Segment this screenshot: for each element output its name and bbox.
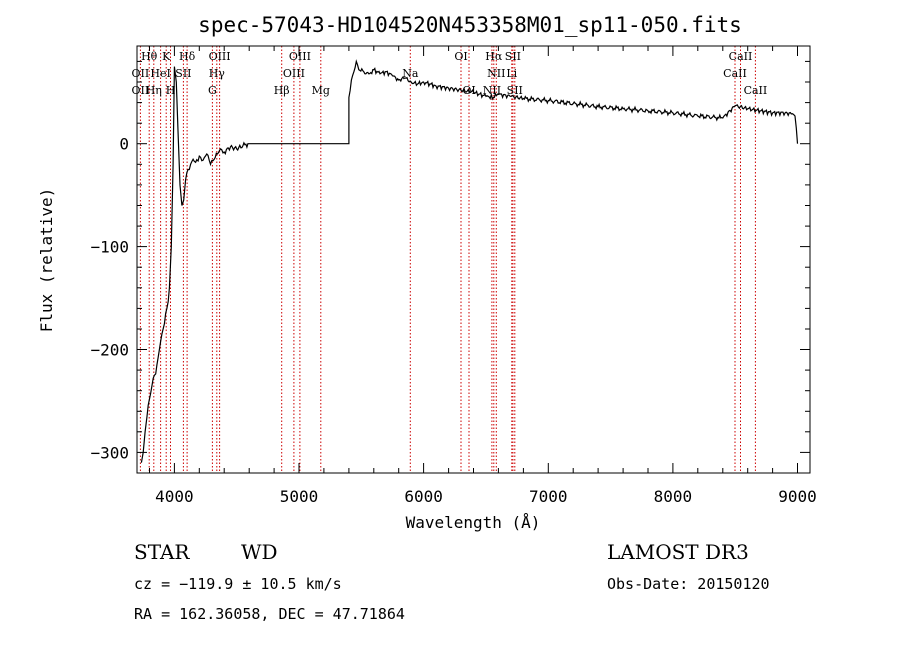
line-label-8: CaII [729,50,753,63]
x-tick-label: 9000 [778,487,817,506]
line-label-20: H [166,84,176,97]
object-class: STAR [134,540,190,564]
line-markers [139,46,756,473]
line-label-17: CaII [723,67,747,80]
line-label-7: SII [505,50,521,63]
y-axis-label: Flux (relative) [37,188,56,333]
line-label-0: Hθ [141,50,158,63]
x-tick-label: 7000 [529,487,568,506]
line-label-26: SII [507,84,523,97]
y-tick-label: −300 [90,443,129,462]
y-tick-label: −100 [90,238,129,257]
line-label-11: SII [175,67,191,80]
line-label-10: HeI [150,67,170,80]
line-label-4: OIII [289,50,311,63]
line-label-25: NII [483,84,501,97]
line-label-6: Hα [485,50,503,63]
line-label-14: Na [402,67,419,80]
line-label-22: Hβ [274,84,290,97]
y-axis-ticks: −300 −200 −100 0 [90,60,810,462]
line-label-15: NII [487,67,505,80]
line-label-12: Hγ [209,67,226,80]
line-label-2: Hδ [179,50,196,63]
line-label-19: Hη [146,84,162,97]
spectrum-series [140,59,799,463]
line-label-21: G [208,84,217,97]
line-label-5: OI [454,50,467,63]
line-label-9: OII [132,67,150,80]
spectrum-line [140,59,799,463]
y-tick-label: −200 [90,341,129,360]
line-label-1: K [162,50,171,63]
line-label-18: OII [132,84,150,97]
line-label-27: CaII [744,84,768,97]
redshift-velocity: cz = −119.9 ± 10.5 km/s [134,575,342,593]
x-axis-ticks: 4000 5000 6000 7000 8000 9000 [149,46,817,506]
survey-name: LAMOST DR3 [607,540,749,564]
plot-frame [136,45,811,474]
line-label-16: Li [506,67,517,80]
line-label-23: Mg [312,84,330,97]
line-label-13: OIII [283,67,305,80]
x-tick-label: 6000 [404,487,443,506]
x-axis-label: Wavelength (Å) [406,513,541,532]
line-label-3: OIII [209,50,231,63]
object-subclass: WD [241,540,278,564]
x-tick-label: 8000 [654,487,693,506]
coordinates: RA = 162.36058, DEC = 47.71864 [134,605,405,623]
chart-title: spec-57043-HD104520N453358M01_sp11-050.f… [198,13,742,37]
y-tick-label: 0 [119,135,129,154]
obs-date: Obs-Date: 20150120 [607,575,770,593]
x-tick-label: 4000 [155,487,194,506]
x-tick-label: 5000 [280,487,319,506]
